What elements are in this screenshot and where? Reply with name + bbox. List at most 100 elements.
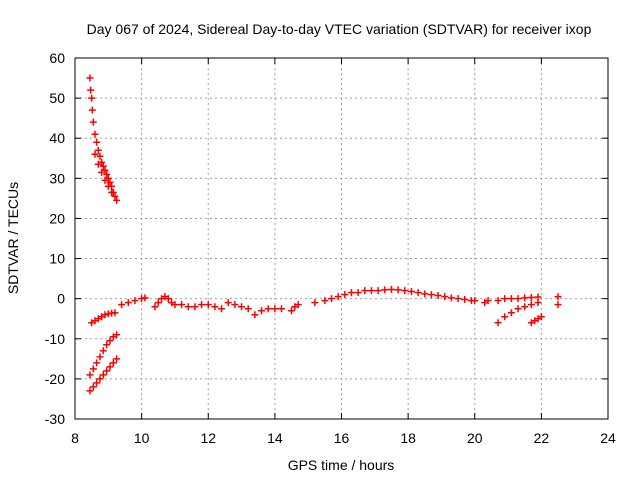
data-point: [99, 162, 107, 170]
chart-title: Day 067 of 2024, Sidereal Day-to-day VTE…: [87, 21, 592, 37]
data-point: [534, 299, 542, 307]
data-point: [111, 309, 119, 317]
data-point: [151, 303, 159, 311]
data-point: [521, 303, 529, 311]
data-point: [264, 305, 272, 313]
data-point: [347, 289, 355, 297]
data-point: [311, 299, 319, 307]
data-point: [401, 287, 409, 295]
data-point: [238, 303, 246, 311]
data-point: [103, 367, 111, 375]
data-point: [88, 94, 96, 102]
data-point: [211, 303, 219, 311]
data-point: [494, 297, 502, 305]
data-point: [124, 299, 132, 307]
data-point: [109, 359, 117, 367]
data-point: [507, 309, 515, 317]
data-point: [427, 291, 435, 299]
x-tick-label: 10: [134, 430, 150, 446]
y-tick-label: -20: [45, 371, 65, 387]
y-tick-label: -30: [45, 411, 65, 427]
data-point: [441, 293, 449, 301]
data-point: [138, 295, 146, 303]
data-point: [103, 170, 111, 178]
x-tick-label: 14: [267, 430, 283, 446]
y-axis-label: SDTVAR / TECUs: [5, 182, 21, 294]
y-tick-label: -10: [45, 331, 65, 347]
y-tick-label: 20: [49, 210, 65, 226]
data-point: [231, 301, 239, 309]
data-point: [361, 287, 369, 295]
data-point: [104, 310, 112, 318]
data-point: [294, 301, 302, 309]
data-point: [171, 301, 179, 309]
data-point: [421, 290, 429, 298]
x-tick-label: 8: [71, 430, 79, 446]
data-point: [354, 289, 362, 297]
y-tick-label: 10: [49, 251, 65, 267]
data-point: [86, 74, 94, 82]
data-point: [118, 301, 126, 309]
data-point: [527, 293, 535, 301]
x-tick-label: 18: [400, 430, 416, 446]
data-point: [224, 299, 232, 307]
x-tick-label: 20: [467, 430, 483, 446]
data-point: [86, 371, 94, 379]
x-tick-labels: 8 10 12 14 16 18 20 22 24: [71, 430, 616, 446]
x-tick-label: 12: [200, 430, 216, 446]
data-point: [471, 297, 479, 305]
data-point: [131, 297, 139, 305]
data-point: [104, 182, 112, 190]
data-point: [103, 341, 111, 349]
data-point: [494, 319, 502, 327]
x-tick-label: 22: [534, 430, 550, 446]
data-point: [521, 294, 529, 302]
data-point: [414, 289, 422, 297]
data-point: [271, 305, 279, 313]
data-point: [91, 130, 99, 138]
data-point: [106, 178, 114, 186]
data-point: [454, 295, 462, 303]
data-point: [89, 383, 97, 391]
data-point: [96, 152, 104, 160]
data-point: [178, 301, 186, 309]
gridlines: [75, 58, 608, 419]
data-point: [89, 118, 97, 126]
data-point: [251, 311, 259, 319]
data-points: [86, 74, 562, 395]
data-point: [514, 305, 522, 313]
data-point: [96, 353, 104, 361]
data-point: [514, 295, 522, 303]
data-point: [154, 299, 162, 307]
data-point: [334, 293, 342, 301]
x-tick-label: 16: [334, 430, 350, 446]
data-point: [244, 305, 252, 313]
data-point: [387, 285, 395, 293]
data-point: [96, 375, 104, 383]
data-point: [554, 301, 562, 309]
data-point: [164, 295, 172, 303]
data-point: [93, 359, 101, 367]
data-point: [113, 196, 121, 204]
data-point: [501, 313, 509, 321]
data-point: [94, 146, 102, 154]
data-point: [191, 303, 199, 311]
data-point: [258, 307, 266, 315]
data-point: [374, 287, 382, 295]
data-point: [98, 168, 106, 176]
x-axis-label: GPS time / hours: [288, 457, 395, 473]
data-point: [101, 176, 109, 184]
data-point: [381, 286, 389, 294]
data-point: [99, 371, 107, 379]
data-point: [88, 106, 96, 114]
data-point: [484, 297, 492, 305]
data-point: [461, 295, 469, 303]
data-point: [93, 379, 101, 387]
data-point: [321, 297, 329, 305]
data-point: [288, 307, 296, 315]
data-point: [99, 347, 107, 355]
x-tick-label: 24: [600, 430, 616, 446]
y-tick-label: 60: [49, 50, 65, 66]
data-point: [407, 287, 415, 295]
